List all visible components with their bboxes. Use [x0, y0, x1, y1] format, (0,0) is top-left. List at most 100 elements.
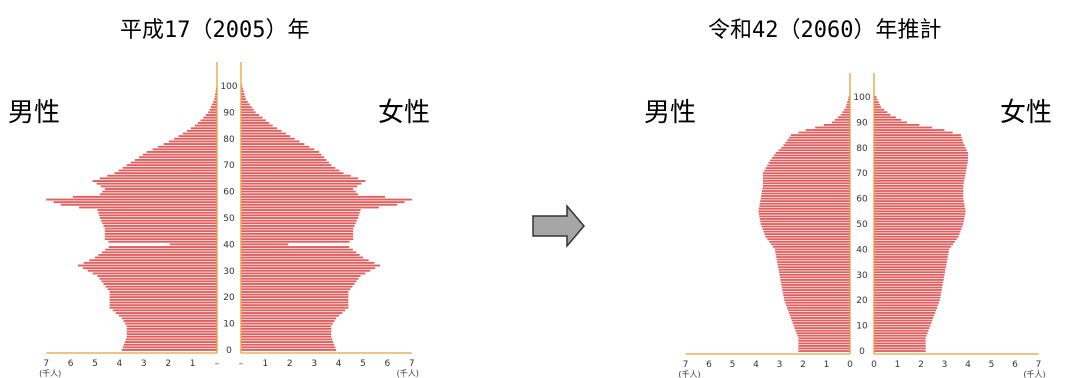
- male-bar: [130, 161, 217, 164]
- female-bar: [241, 330, 332, 333]
- female-bar: [241, 320, 335, 322]
- female-bar: [874, 190, 964, 192]
- age-tick-label: 40: [223, 240, 235, 250]
- male-bar: [765, 167, 850, 170]
- female-bar: [241, 116, 263, 119]
- female-bar: [874, 301, 939, 304]
- male-bar: [203, 116, 217, 119]
- male-bar: [121, 349, 217, 351]
- female-bar: [874, 317, 934, 319]
- female-bar: [241, 246, 350, 248]
- female-bar: [241, 148, 315, 151]
- female-bar: [241, 338, 333, 341]
- male-bar: [846, 103, 850, 106]
- male-bar: [83, 261, 217, 264]
- male-bar: [772, 245, 850, 248]
- female-bar: [874, 164, 968, 167]
- female-bar: [241, 238, 354, 241]
- male-bar: [834, 118, 850, 121]
- female-bar: [241, 227, 354, 230]
- female-bar: [241, 185, 358, 188]
- male-bar: [46, 198, 218, 201]
- female-bar: [874, 172, 966, 175]
- male-bar: [778, 266, 850, 269]
- x-tick-label: 6: [68, 359, 74, 369]
- male-bar: [780, 279, 850, 281]
- male-bar: [97, 209, 217, 211]
- female-bar: [241, 143, 305, 145]
- female-bar: [874, 228, 962, 231]
- male-bar: [197, 122, 217, 124]
- male-label-2005: 男性: [8, 98, 61, 128]
- female-bar: [241, 272, 366, 275]
- female-bar: [241, 349, 337, 351]
- male-bar: [105, 285, 217, 288]
- x-tick-label: 4: [753, 360, 759, 370]
- female-bar: [874, 157, 968, 159]
- male-bar: [771, 243, 850, 246]
- female-bar: [874, 106, 881, 109]
- male-bar: [762, 190, 850, 192]
- male-bar: [776, 258, 850, 261]
- male-bar: [781, 286, 850, 289]
- female-bar: [241, 296, 349, 299]
- male-bar: [108, 240, 217, 243]
- female-bar: [874, 339, 926, 342]
- female-bar: [241, 325, 332, 328]
- female-bar: [241, 100, 248, 103]
- female-bar: [241, 159, 327, 161]
- age-tick-label: 50: [856, 220, 868, 230]
- female-bar: [241, 145, 310, 148]
- female-bar: [241, 240, 350, 243]
- female-bar: [241, 127, 278, 130]
- male-bar: [100, 185, 217, 188]
- male-bar: [99, 193, 217, 196]
- male-bar: [837, 116, 850, 119]
- male-bar: [761, 225, 850, 228]
- male-bar: [761, 195, 850, 197]
- female-bar: [241, 322, 333, 325]
- female-bar: [241, 312, 343, 314]
- male-bar: [109, 306, 217, 309]
- male-bar: [121, 317, 217, 320]
- male-bar: [126, 335, 217, 338]
- male-bar: [112, 309, 217, 312]
- female-bar: [874, 251, 949, 253]
- male-bar: [795, 329, 850, 332]
- male-bar: [92, 180, 217, 182]
- female-bar: [241, 135, 291, 138]
- female-bar: [241, 209, 361, 211]
- female-bar: [241, 198, 412, 201]
- male-bar: [782, 291, 850, 294]
- male-bar: [107, 174, 217, 177]
- female-bar: [874, 289, 942, 291]
- female-bar: [241, 277, 359, 280]
- female-bar: [241, 188, 354, 190]
- female-bar: [241, 346, 336, 349]
- male-bar: [214, 95, 217, 98]
- female-bar: [241, 309, 346, 312]
- female-bar: [241, 95, 246, 98]
- female-label-2060: 女性: [1000, 98, 1053, 128]
- male-bar: [783, 296, 850, 299]
- male-bar: [97, 275, 217, 277]
- male-bar: [793, 324, 850, 327]
- female-bar: [874, 103, 880, 106]
- male-bar: [831, 121, 850, 124]
- female-bar: [874, 124, 920, 126]
- male-bar: [791, 319, 850, 322]
- female-bar: [241, 201, 405, 204]
- female-bar: [874, 314, 935, 317]
- male-bar: [109, 301, 217, 304]
- male-bar: [787, 139, 850, 142]
- female-bar: [241, 151, 320, 153]
- female-bar: [874, 266, 946, 269]
- female-bar: [874, 337, 926, 340]
- female-bar: [874, 306, 937, 309]
- male-bar: [194, 124, 217, 127]
- male-bar: [784, 299, 850, 302]
- male-bar: [107, 288, 217, 291]
- male-bar: [98, 254, 217, 256]
- female-bar: [874, 245, 952, 248]
- female-bar: [874, 98, 878, 101]
